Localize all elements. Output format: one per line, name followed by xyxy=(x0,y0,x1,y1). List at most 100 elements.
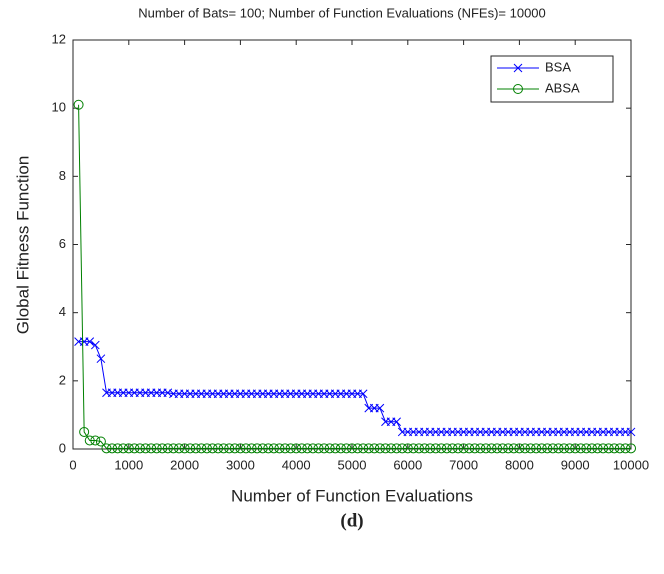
series-line xyxy=(78,104,631,449)
y-tick-label: 4 xyxy=(59,304,66,319)
marker xyxy=(386,443,397,454)
marker xyxy=(118,443,129,454)
marker xyxy=(151,443,162,454)
marker xyxy=(185,443,196,454)
marker xyxy=(592,443,603,454)
series-line xyxy=(78,341,631,433)
marker xyxy=(196,443,207,454)
marker xyxy=(235,443,246,454)
marker xyxy=(330,443,341,454)
x-tick-label: 10000 xyxy=(613,457,649,472)
marker xyxy=(252,443,263,454)
marker xyxy=(609,443,620,454)
marker xyxy=(614,443,625,454)
marker xyxy=(508,443,519,454)
marker xyxy=(475,443,486,454)
marker xyxy=(347,443,357,454)
marker xyxy=(302,443,313,454)
marker xyxy=(391,443,402,454)
marker xyxy=(375,403,385,413)
marker xyxy=(458,443,469,454)
marker xyxy=(146,443,157,454)
marker xyxy=(168,443,179,454)
marker xyxy=(620,443,631,454)
legend-label: BSA xyxy=(545,59,571,74)
x-tick-label: 5000 xyxy=(338,457,367,472)
marker xyxy=(73,99,84,110)
marker xyxy=(570,443,581,454)
marker xyxy=(162,443,173,454)
y-tick-label: 8 xyxy=(59,168,66,183)
legend-marker xyxy=(513,63,523,73)
marker xyxy=(408,443,419,454)
marker xyxy=(246,443,257,454)
marker xyxy=(603,443,614,454)
y-tick-label: 12 xyxy=(52,31,66,46)
marker xyxy=(285,443,296,454)
marker xyxy=(464,443,475,454)
marker xyxy=(341,443,352,454)
caption: (d) xyxy=(340,510,363,531)
marker xyxy=(486,443,497,454)
marker xyxy=(374,443,385,454)
x-tick-label: 6000 xyxy=(393,457,422,472)
marker xyxy=(358,443,369,454)
marker xyxy=(447,443,458,454)
x-tick-label: 4000 xyxy=(282,457,311,472)
marker xyxy=(598,443,609,454)
marker xyxy=(107,443,118,454)
marker xyxy=(575,443,586,454)
marker xyxy=(519,443,530,454)
marker xyxy=(268,443,279,454)
marker xyxy=(207,443,218,454)
x-tick-label: 8000 xyxy=(505,457,534,472)
marker xyxy=(430,443,441,454)
x-tick-label: 3000 xyxy=(226,457,255,472)
x-tick-label: 1000 xyxy=(114,457,143,472)
marker xyxy=(531,443,542,454)
marker xyxy=(453,443,464,454)
marker xyxy=(95,436,106,447)
marker xyxy=(85,337,95,346)
marker xyxy=(480,443,491,454)
marker xyxy=(542,443,553,454)
marker xyxy=(101,443,112,454)
legend-marker xyxy=(513,84,523,94)
marker xyxy=(358,389,368,399)
marker xyxy=(263,443,274,454)
marker xyxy=(419,443,430,454)
marker xyxy=(559,443,570,454)
x-tick-label: 0 xyxy=(69,457,76,472)
marker xyxy=(626,443,636,454)
marker xyxy=(564,443,575,454)
marker xyxy=(179,443,190,454)
marker xyxy=(218,443,229,454)
marker xyxy=(436,443,447,454)
marker xyxy=(174,443,185,454)
marker xyxy=(240,443,251,454)
marker xyxy=(257,443,268,454)
marker xyxy=(90,435,101,446)
marker xyxy=(319,443,330,454)
marker xyxy=(201,443,212,454)
x-tick-label: 7000 xyxy=(449,457,478,472)
marker xyxy=(369,443,380,454)
marker xyxy=(213,443,224,454)
x-axis-label: Number of Function Evaluations xyxy=(231,486,473,505)
marker xyxy=(134,443,145,454)
marker xyxy=(553,443,564,454)
marker xyxy=(536,443,547,454)
marker xyxy=(497,443,508,454)
marker xyxy=(335,443,346,454)
marker xyxy=(313,443,324,454)
marker xyxy=(626,427,636,437)
marker xyxy=(163,388,173,398)
marker xyxy=(190,443,201,454)
marker xyxy=(397,443,408,454)
marker xyxy=(157,443,168,454)
marker xyxy=(112,443,123,454)
marker xyxy=(123,443,134,454)
y-tick-label: 10 xyxy=(52,100,66,115)
marker xyxy=(441,443,452,454)
